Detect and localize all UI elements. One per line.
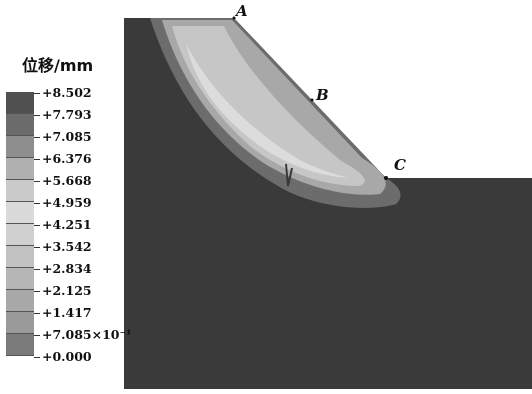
legend-label: +1.417 bbox=[34, 302, 132, 324]
legend-label: +7.793 bbox=[34, 104, 132, 126]
legend-swatch bbox=[6, 180, 34, 202]
legend-color-bar bbox=[6, 92, 34, 356]
legend-swatch bbox=[6, 224, 34, 246]
legend-label: +4.959 bbox=[34, 192, 132, 214]
legend-label: +2.125 bbox=[34, 280, 132, 302]
crack-line bbox=[285, 163, 293, 187]
point-label-b: B bbox=[316, 86, 329, 104]
legend-label: +7.085×10⁻¹ bbox=[34, 324, 132, 346]
point-label-c: C bbox=[394, 156, 406, 174]
legend-swatch bbox=[6, 202, 34, 224]
point-label-a: A bbox=[236, 2, 248, 20]
point-c-marker bbox=[384, 176, 388, 180]
legend-swatch bbox=[6, 334, 34, 356]
legend-labels: +8.502 +7.793 +7.085 +6.376 +5.668 +4.95… bbox=[34, 82, 132, 368]
legend-swatch bbox=[6, 158, 34, 180]
displacement-band-core bbox=[186, 44, 350, 178]
legend-label: +3.542 bbox=[34, 236, 132, 258]
legend-label: +6.376 bbox=[34, 148, 132, 170]
point-b-marker bbox=[310, 98, 314, 102]
legend-title: 位移/mm bbox=[22, 56, 94, 75]
displacement-band-inner bbox=[172, 26, 365, 186]
point-a-marker bbox=[232, 16, 236, 20]
legend-swatch bbox=[6, 246, 34, 268]
legend-swatch bbox=[6, 268, 34, 290]
legend-label: +8.502 bbox=[34, 82, 132, 104]
legend-swatch bbox=[6, 312, 34, 334]
legend-swatch bbox=[6, 290, 34, 312]
legend-swatch bbox=[6, 92, 34, 114]
legend-label: +2.834 bbox=[34, 258, 132, 280]
legend-swatch bbox=[6, 136, 34, 158]
legend-label: +4.251 bbox=[34, 214, 132, 236]
legend-swatch bbox=[6, 114, 34, 136]
legend-label: +0.000 bbox=[34, 346, 132, 368]
legend-label: +5.668 bbox=[34, 170, 132, 192]
legend-label: +7.085 bbox=[34, 126, 132, 148]
